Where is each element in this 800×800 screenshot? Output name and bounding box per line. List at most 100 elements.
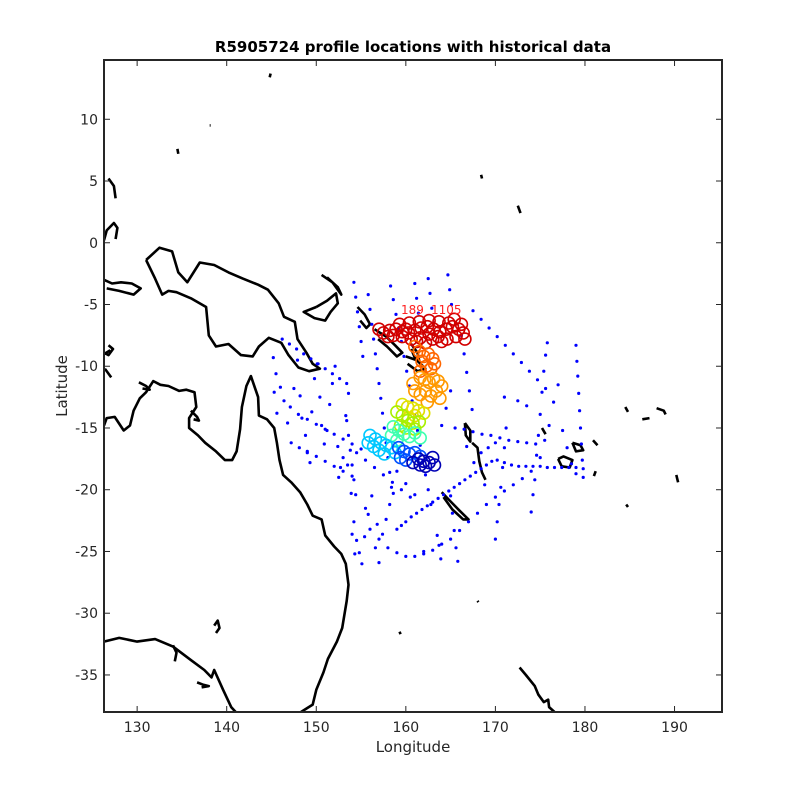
historical-point (404, 554, 408, 559)
historical-point (288, 405, 292, 409)
historical-point (509, 463, 514, 467)
historical-point (370, 322, 374, 326)
historical-point (386, 546, 390, 550)
coastline-segment (592, 439, 599, 447)
profile-point (376, 326, 391, 340)
historical-point (278, 385, 282, 389)
historical-point (363, 506, 368, 510)
profile-point (416, 406, 431, 421)
historical-point (305, 451, 309, 455)
coastline-segment (642, 416, 650, 421)
historical-point (309, 357, 313, 361)
historical-point (357, 325, 361, 329)
historical-point (495, 520, 499, 524)
plot-frame (103, 59, 723, 713)
historical-point (547, 423, 551, 428)
profile-point (372, 322, 386, 337)
historical-point (487, 326, 491, 330)
profile-point (432, 314, 446, 329)
historical-point (354, 493, 358, 497)
historical-point (415, 428, 420, 433)
historical-point (538, 456, 542, 460)
historical-point (479, 317, 483, 321)
coastline-segment (675, 474, 680, 483)
historical-point (359, 447, 363, 451)
historical-point (545, 341, 549, 345)
historical-point (480, 432, 484, 436)
historical-point (336, 444, 340, 449)
historical-point (413, 493, 417, 497)
x-tick-label: 130 (124, 720, 151, 736)
historical-point (577, 391, 581, 395)
historical-point (384, 517, 388, 522)
historical-point (486, 446, 490, 450)
historical-point (453, 426, 457, 430)
historical-point (565, 446, 569, 450)
historical-point (502, 489, 506, 493)
historical-point (529, 510, 533, 514)
x-tick-label: 140 (213, 720, 240, 736)
historical-point (272, 390, 276, 394)
historical-point (449, 389, 453, 393)
coastline-segment (302, 292, 340, 322)
x-tick-label: 150 (303, 720, 330, 736)
profile-point (422, 313, 436, 328)
historical-point (375, 522, 379, 526)
profile-point (381, 329, 395, 344)
coastline-segment (176, 148, 180, 155)
historical-point (581, 475, 585, 479)
historical-point (552, 400, 556, 404)
historical-point (295, 347, 299, 351)
historical-point (466, 520, 471, 524)
historical-point (363, 458, 368, 462)
coastline-segment (171, 644, 178, 662)
historical-point (346, 391, 351, 395)
historical-point (286, 421, 290, 425)
historical-point (430, 306, 434, 310)
historical-point (366, 512, 370, 517)
coastline-segment (463, 422, 472, 443)
profile-point (425, 332, 440, 346)
coastline-segment (625, 503, 630, 508)
historical-point (323, 427, 327, 431)
historical-point (391, 298, 395, 302)
historical-point (561, 428, 565, 433)
profile-point (427, 458, 442, 472)
historical-point (423, 473, 428, 477)
historical-point (540, 390, 544, 394)
historical-point (525, 404, 529, 408)
historical-point (483, 483, 487, 487)
historical-point (352, 520, 356, 524)
profile-point (425, 450, 440, 465)
coastline-segment (144, 246, 322, 373)
historical-point (560, 465, 564, 470)
historical-point (297, 446, 301, 450)
historical-point (413, 554, 417, 559)
coastline-segment (356, 306, 372, 330)
historical-point (298, 394, 302, 398)
profile-point (434, 334, 449, 349)
historical-point (350, 474, 354, 478)
profile-annotation-1: 189 (401, 303, 424, 317)
historical-point (370, 494, 374, 498)
historical-point (314, 454, 318, 458)
historical-point (467, 389, 471, 393)
coastline-layer (104, 73, 680, 712)
historical-point (337, 475, 341, 479)
historical-point (490, 459, 494, 463)
profile-point (418, 459, 433, 474)
historical-point (390, 480, 394, 484)
historical-point (471, 430, 475, 434)
historical-point (484, 463, 488, 467)
historical-point (322, 442, 326, 446)
x-axis-ticks: 130 140 150 160 170 180 190 (124, 60, 688, 736)
historical-point (497, 502, 501, 507)
profile-point (415, 354, 429, 369)
coastline-segment (471, 441, 487, 481)
coastline-segment (540, 427, 547, 435)
historical-point (296, 412, 300, 416)
x-axis-label: Longitude (376, 738, 451, 756)
historical-point (408, 495, 412, 499)
y-tick-label: -15 (75, 421, 98, 437)
historical-point (372, 465, 377, 470)
